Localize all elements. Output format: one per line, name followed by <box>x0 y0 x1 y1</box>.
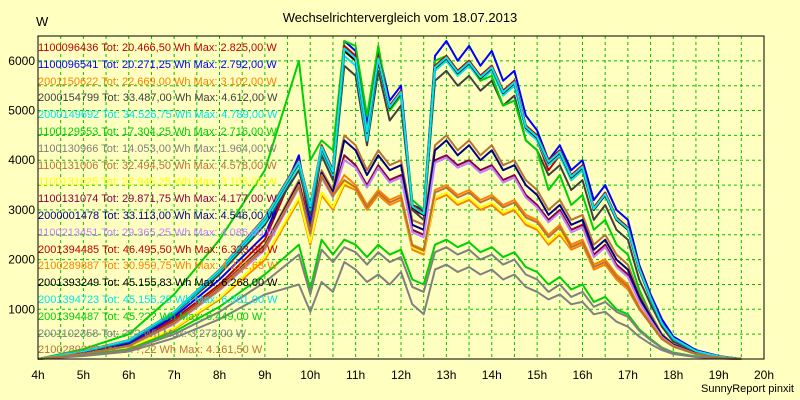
series-line-17 <box>37 238 742 360</box>
x-tick-label: 13h <box>436 368 456 382</box>
legend-item-14: 2100289887 Tot: 30.959,75 Wh Max: 4.271,… <box>38 260 278 273</box>
legend-item-4: 2000154799 Tot: 33.487,00 Wh Max: 4.612,… <box>38 92 278 105</box>
legend: 1100096436 Tot: 20.466,50 Wh Max: 2.825,… <box>38 40 278 359</box>
x-tick-label: 15h <box>527 368 547 382</box>
x-tick-label: 7h <box>167 368 180 382</box>
x-tick-label: 18h <box>663 368 683 382</box>
x-tick-label: 8h <box>213 368 226 382</box>
x-tick-label: 19h <box>709 368 729 382</box>
x-tick-label: 9h <box>258 368 271 382</box>
legend-item-6: 1100129553 Tot: 17.304,25 Wh Max: 2.716,… <box>38 125 277 138</box>
plot-frame <box>37 35 765 360</box>
legend-item-1: 1100096436 Tot: 20.466,50 Wh Max: 2.825,… <box>38 42 277 54</box>
x-tick-label: 10h <box>300 368 320 382</box>
legend-item-3: 2001150622 Tot: 22.669,00 Wh Max: 3.102,… <box>38 75 277 88</box>
x-tick-label: 6h <box>122 368 135 382</box>
series-line-12 <box>37 156 742 360</box>
legend-item-13: 2001394485 Tot: 46.495,50 Wh Max: 6.323,… <box>38 243 278 256</box>
credit-text: SunnyReport pinxit <box>701 383 794 395</box>
legend-item-17: 2001394487 Tot: 45.??? Wh Max: 6.449,00 … <box>38 310 263 323</box>
y-tick-label: 4000 <box>8 153 35 167</box>
y-tick-label: 2000 <box>8 253 35 267</box>
x-tick-label: 4h <box>31 368 44 382</box>
legend-item-5: 2000149692 Tot: 34.526,75 Wh Max: 4.789,… <box>38 109 278 122</box>
legend-item-19: 2100289??? Tot: ???,22 Wh Max: 4.161,50 … <box>38 344 263 357</box>
legend-item-16: 2001394723 Tot: 45.156,25 Wh Max: 6.301,… <box>38 293 278 306</box>
y-tick-label: 5000 <box>8 104 35 118</box>
legend-item-10: 1100131074 Tot: 29.871,75 Wh Max: 4.177,… <box>38 193 277 206</box>
y-axis-label: W <box>36 14 49 29</box>
legend-item-2: 1100096541 Tot: 20.271,25 Wh Max: 2.792,… <box>38 58 277 71</box>
x-tick-label: 17h <box>618 368 638 382</box>
legend-item-15: 2001393249 Tot: 45.155,83 Wh Max: 6.268,… <box>38 277 278 290</box>
series-line-7 <box>37 261 742 360</box>
x-tick-label: 11h <box>346 368 365 382</box>
series-line-4 <box>37 64 742 360</box>
series-line-3 <box>37 184 742 360</box>
legend-item-11: 2000001478 Tot: 33.113,00 Wh Max: 4.546,… <box>38 209 277 222</box>
x-tick-label: 20h <box>754 368 774 382</box>
series-line-19 <box>37 175 742 360</box>
chart-title: Wechselrichtervergleich vom 18.07.2013 <box>282 10 518 25</box>
x-tick-label: 5h <box>77 368 90 382</box>
y-tick-label: 6000 <box>8 54 35 68</box>
x-tick-label: 12h <box>391 368 411 382</box>
x-tick-label: 14h <box>482 368 502 382</box>
legend-item-18: 2001102358 Tot: ??? Wh Max: 3.273,00 W <box>38 327 247 340</box>
legend-item-9: 1100131025 Tot: 22.945,25 Wh Max: 3.105,… <box>38 176 277 189</box>
x-tick-label: 16h <box>572 368 592 382</box>
series-lines <box>37 40 742 360</box>
legend-item-12: 1100213451 Tot: 29.365,25 Wh Max: 4.086,… <box>38 226 277 239</box>
series-line-16 <box>37 47 742 360</box>
y-axis-ticks: 1000 2000 3000 4000 5000 6000 <box>8 54 35 316</box>
legend-item-7: 1100130966 Tot: 14.053,00 Wh Max: 1.964,… <box>38 142 277 155</box>
y-tick-label: 1000 <box>8 302 35 316</box>
legend-item-8: 1100131006 Tot: 32.494,50 Wh Max: 4.578,… <box>38 159 277 172</box>
x-axis-ticks: 4h 5h 6h 7h 8h 9h 10h 11h 12h 13h 14h 15h 16h 17h 18h 1… <box>31 368 774 382</box>
y-tick-label: 3000 <box>8 203 35 217</box>
series-line-18 <box>37 246 742 360</box>
